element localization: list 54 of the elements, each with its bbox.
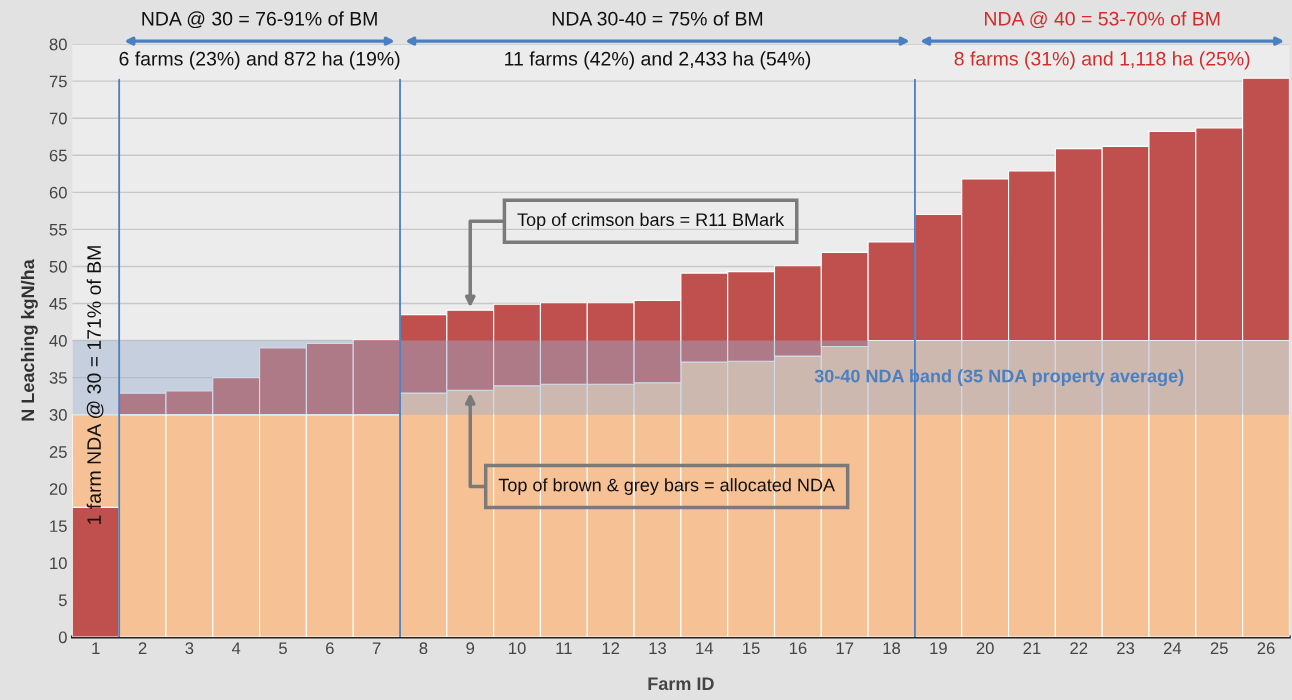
x-tick-label: 5 [279, 642, 287, 655]
x-tick-label: 22 [1070, 642, 1088, 654]
x-tick-label: 21 [1023, 642, 1041, 654]
x-tick-label: 14 [696, 642, 714, 654]
x-tick-label: 26 [1257, 642, 1275, 655]
annotation: 8 farms (31%) and 1,118 ha (25%) [954, 51, 1250, 70]
x-tick-label: 17 [836, 642, 854, 654]
annotation: Top of brown & grey bars = allocated NDA [498, 478, 835, 495]
x-tick-label: 13 [649, 642, 667, 655]
y-tick-label: 20 [49, 483, 67, 495]
x-tick-label: 20 [976, 642, 994, 655]
text: NDA @ 40 = 53-70% of BM [985, 11, 1220, 29]
x-tick-label: 12 [602, 642, 620, 654]
y-tick-label: 40 [49, 334, 67, 347]
x-axis-title: Farm ID [648, 677, 714, 691]
y-tick-label: 10 [50, 557, 67, 570]
x-tick-label: 9 [466, 642, 475, 655]
x-tick-label: 4 [231, 642, 241, 654]
annotation: Top of crimson bars = R11 BMark [517, 212, 785, 230]
y-tick-label: 0 [58, 631, 67, 644]
y-tick-label: 65 [49, 149, 67, 162]
text: NDA 30-40 = 75% of BM [552, 11, 763, 26]
x-tick-label: 3 [185, 642, 194, 655]
x-tick-label: 1 [92, 642, 100, 654]
x-tick-label: 6 [326, 642, 334, 655]
x-tick-label: 11 [556, 642, 572, 654]
x-tick-label: 23 [1117, 642, 1135, 655]
x-tick-label: 10 [509, 642, 526, 655]
y-tick-label: 60 [49, 186, 67, 199]
x-tick-label: 2 [138, 642, 147, 654]
y-tick-label: 50 [49, 260, 67, 273]
y-tick-label: 35 [49, 372, 67, 384]
y-tick-label: 5 [58, 594, 67, 607]
x-tick-label: 25 [1210, 642, 1228, 655]
y-tick-label: 80 [49, 38, 67, 51]
x-tick-label: 19 [930, 642, 947, 655]
y-tick-label: 15 [50, 520, 67, 533]
annotation: 11 farms (42%) and 2,433 ha (54%) [505, 51, 811, 70]
y-tick-label: 55 [49, 223, 67, 236]
y-tick-label: 25 [49, 446, 67, 458]
x-tick-label: 8 [419, 642, 428, 655]
x-tick-label: 15 [743, 642, 760, 655]
y-tick-label: 70 [49, 112, 67, 125]
annotation: 1 farm NDA @ 30 = 171% of BM [86, 246, 104, 524]
y-tick-label: 75 [49, 75, 67, 88]
text: NDA @ 30 = 76-91% of BM [142, 11, 377, 29]
y-tick-label: 45 [49, 298, 67, 310]
annotation: 6 farms (23%) and 872 ha (19%) [119, 51, 400, 70]
x-tick-label: 24 [1163, 642, 1182, 654]
y-axis-title: N Leaching kgN/ha [20, 259, 38, 421]
x-tick-label: 16 [789, 642, 807, 655]
y-tick-label: 30 [49, 409, 67, 421]
x-tick-label: 18 [883, 642, 901, 655]
x-tick-label: 7 [372, 642, 381, 654]
